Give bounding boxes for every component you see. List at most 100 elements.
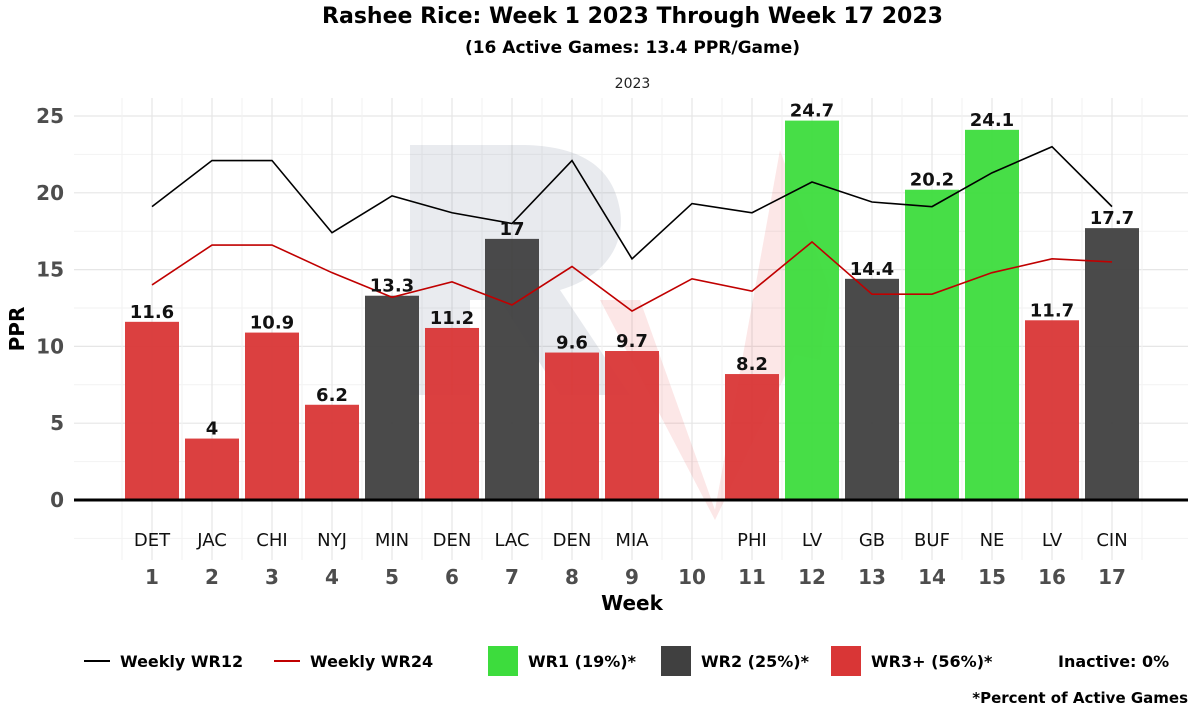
legend-item-wr3: WR3+ (56%)* (831, 646, 992, 676)
weekly-wr12-line (151, 145, 1113, 261)
y-tick-label: 15 (36, 258, 64, 282)
bar-week-11 (725, 374, 779, 500)
bar-week-17 (1085, 228, 1139, 501)
opponent-label-week-8: DEN (553, 530, 592, 551)
y-axis: 0 5 10 15 20 25 (36, 104, 64, 512)
week-tick-label: 8 (565, 565, 579, 589)
bar-label-week-6: 11.2 (430, 308, 474, 329)
bar-week-8 (545, 352, 599, 500)
week-tick-label: 10 (678, 565, 706, 589)
bar-label-week-8: 9.6 (556, 333, 588, 354)
x-axis-title: Week (601, 591, 663, 615)
legend-wr1-label: WR1 (19%)* (528, 651, 636, 671)
week-tick-label: 15 (978, 565, 1006, 589)
opponent-label-week-6: DEN (433, 530, 472, 551)
week-tick-label: 1 (145, 565, 159, 589)
opponent-label-week-17: CIN (1096, 530, 1127, 551)
lines-group (74, 145, 1188, 502)
y-tick-label: 25 (36, 104, 64, 128)
bars-group (125, 120, 1139, 501)
bar-label-week-16: 11.7 (1030, 300, 1074, 321)
week-tick-label: 13 (858, 565, 886, 589)
bar-week-12 (785, 120, 839, 500)
bar-label-week-14: 20.2 (910, 170, 954, 191)
y-tick-label: 5 (50, 411, 64, 435)
legend-wr24-line-swatch (274, 660, 300, 662)
legend-wr3-swatch (831, 646, 861, 676)
y-tick-label: 10 (36, 334, 64, 358)
opponent-label-week-9: MIA (615, 530, 649, 551)
y-tick-label: 0 (50, 488, 64, 512)
bar-week-7 (485, 238, 539, 500)
bar-label-week-12: 24.7 (790, 101, 834, 122)
opponent-label-week-4: NYJ (317, 530, 347, 551)
y-tick-label: 20 (36, 181, 64, 205)
legend-wr1-swatch (488, 646, 518, 676)
opponent-label-week-16: LV (1042, 530, 1063, 551)
bar-week-14 (905, 189, 959, 500)
legend-item-wr24: Weekly WR24 (274, 646, 433, 676)
opponent-label-week-3: CHI (256, 530, 287, 551)
week-tick-label: 7 (505, 565, 519, 589)
opponent-label-week-2: JAC (196, 530, 227, 551)
bar-week-4 (305, 404, 359, 500)
opponent-label-week-12: LV (802, 530, 823, 551)
legend-wr24-label: Weekly WR24 (310, 651, 434, 671)
opponent-label-week-11: PHI (737, 530, 767, 551)
legend-item-wr12: Weekly WR12 (84, 646, 243, 676)
bar-label-week-7: 17 (499, 219, 524, 240)
bar-week-13 (845, 278, 899, 500)
watermark-v-shape (600, 150, 830, 520)
bar-week-9 (605, 351, 659, 500)
x-axis: DET 1 JAC 2 CHI 3 NYJ 4 MIN 5 DEN 6 LAC 7 DEN 8 MIA 9 10 PH… (134, 530, 1128, 589)
legend-item-wr2: WR2 (25%)* (661, 646, 809, 676)
bar-label-week-2: 4 (206, 419, 219, 440)
bar-week-16 (1025, 320, 1079, 500)
chart-title: Rashee Rice: Week 1 2023 Through Week 17… (322, 4, 943, 29)
week-tick-label: 12 (798, 565, 826, 589)
opponent-label-week-14: BUF (914, 530, 950, 551)
bar-week-3 (245, 332, 299, 500)
bar-week-5 (365, 295, 419, 500)
legend-item-inactive: Inactive: 0% (1058, 646, 1169, 676)
week-tick-label: 16 (1038, 565, 1066, 589)
bar-labels-group: 11.6 4 10.9 6.2 13.3 11.2 17 9.6 9.7 8.2 24.7 14.4 2… (130, 101, 1134, 440)
bar-label-week-11: 8.2 (736, 354, 768, 375)
bar-label-week-4: 6.2 (316, 385, 348, 406)
footnote: *Percent of Active Games (972, 689, 1188, 707)
opponent-label-week-15: NE (980, 530, 1005, 551)
bar-label-week-3: 10.9 (250, 313, 294, 334)
week-tick-label: 6 (445, 565, 459, 589)
legend-wr12-label: Weekly WR12 (120, 651, 244, 671)
bar-label-week-5: 13.3 (370, 276, 414, 297)
legend-wr2-label: WR2 (25%)* (701, 651, 809, 671)
legend-wr12-line-swatch (84, 660, 110, 662)
week-tick-label: 3 (265, 565, 279, 589)
bar-label-week-15: 24.1 (970, 110, 1014, 131)
week-tick-label: 4 (325, 565, 339, 589)
week-tick-label: 2 (205, 565, 219, 589)
y-axis-title: PPR (5, 307, 29, 352)
week-tick-label: 17 (1098, 565, 1126, 589)
bar-week-15 (965, 129, 1019, 500)
week-tick-label: 11 (738, 565, 766, 589)
bar-week-6 (425, 327, 479, 500)
legend-wr2-swatch (661, 646, 691, 676)
bar-label-week-13: 14.4 (850, 259, 894, 280)
bar-week-2 (185, 438, 239, 500)
week-tick-label: 14 (918, 565, 946, 589)
week-tick-label: 5 (385, 565, 399, 589)
opponent-label-week-7: LAC (494, 530, 529, 551)
opponent-label-week-13: GB (859, 530, 885, 551)
opponent-label-week-5: MIN (375, 530, 409, 551)
bar-label-week-1: 11.6 (130, 302, 174, 323)
week-tick-label: 9 (625, 565, 639, 589)
legend-inactive-label: Inactive: 0% (1058, 651, 1170, 671)
chart-subtitle: (16 Active Games: 13.4 PPR/Game) (464, 38, 801, 58)
legend-wr3-label: WR3+ (56%)* (871, 651, 993, 671)
facet-label: 2023 (614, 76, 651, 92)
bar-week-1 (125, 321, 179, 500)
legend: Weekly WR12 Weekly WR24 WR1 (19%)* WR2 (… (0, 646, 1200, 676)
bar-label-week-9: 9.7 (616, 331, 648, 352)
